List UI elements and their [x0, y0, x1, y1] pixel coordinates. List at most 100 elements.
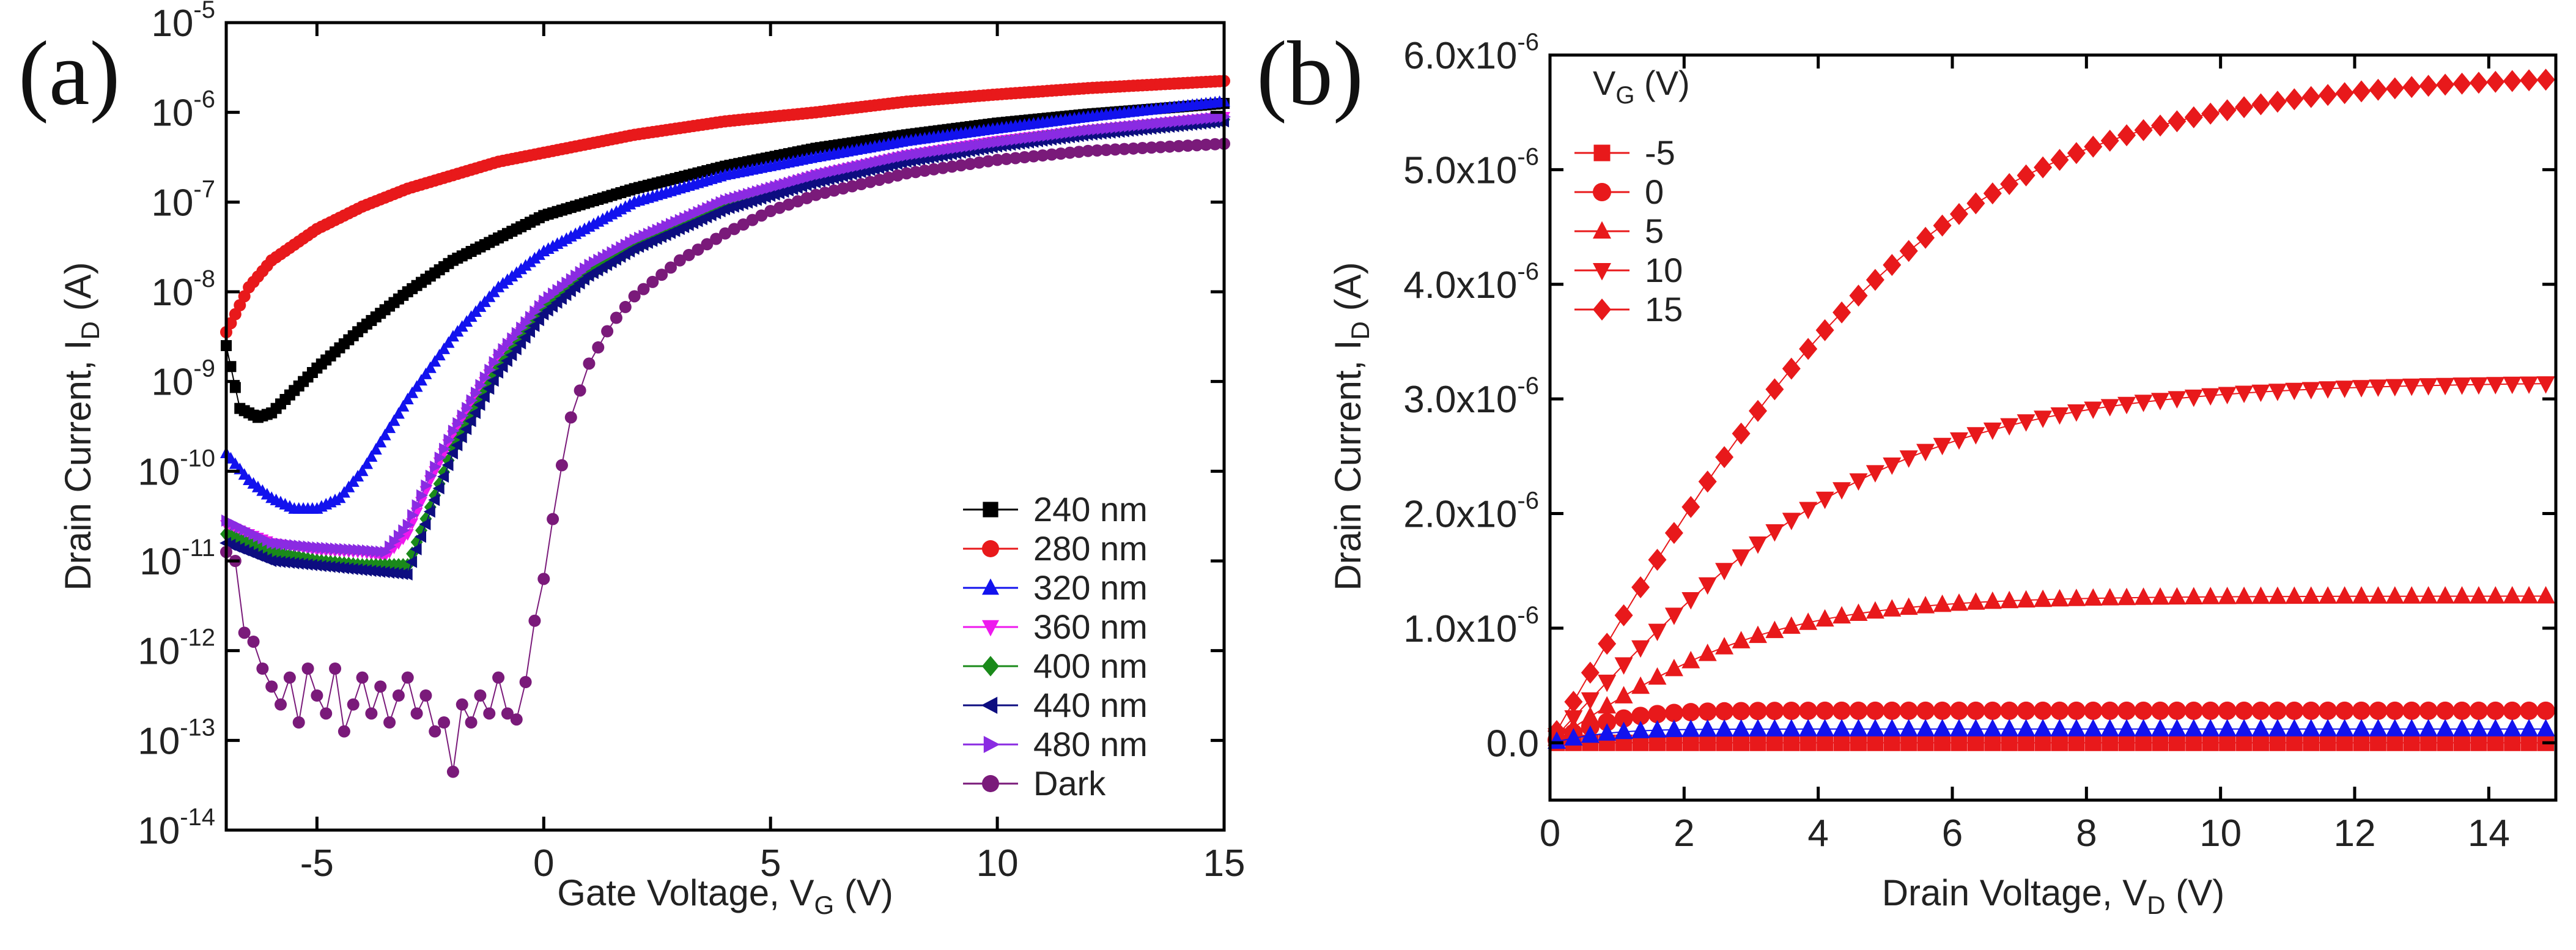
panel-b-chart: 0 2 4 6 8 10 12 14 0.0 1.0x10-6 2.0x10-6 3.0x10-6 4.… [1327, 29, 2558, 919]
panel-b-data-point [2301, 382, 2320, 399]
panel-a-data-point [474, 689, 487, 702]
panel-b-data-point [1715, 719, 1734, 737]
panel-a-data-point [928, 163, 940, 176]
panel-a-data-point [448, 425, 460, 437]
panel-b-data-point [1598, 674, 1617, 692]
panel-b-y-tick-label: 1.0x10-6 [1403, 602, 1539, 650]
panel-b-x-tick-label: 10 [2199, 812, 2242, 855]
panel-a-data-point [564, 411, 577, 424]
panel-a-x-tick-label: 15 [1203, 842, 1246, 885]
panel-b-data-point [1917, 734, 1934, 751]
panel-a-data-point [423, 505, 435, 518]
panel-a-data-point [356, 671, 369, 684]
panel-a-data-point [247, 636, 260, 648]
panel-b-data-point [1765, 378, 1784, 401]
panel-b-data-point [2000, 173, 2019, 195]
panel-a-data-marks [220, 75, 1231, 778]
panel-a-data-point [487, 374, 499, 387]
panel-b-label: (b) [1257, 23, 1364, 124]
panel-a-data-point [1145, 141, 1158, 154]
panel-b-data-point [1933, 594, 1952, 612]
panel-b-data-point [2034, 734, 2051, 751]
panel-b-data-point [2469, 719, 2488, 737]
panel-a-data-point [1209, 138, 1222, 150]
panel-b-data-point [1832, 606, 1851, 624]
panel-b-data-point [2218, 387, 2237, 404]
panel-b-data-point [1849, 701, 1868, 720]
panel-b-data-point [1933, 214, 1952, 237]
panel-b-x-tick-label: 8 [2076, 812, 2097, 855]
panel-b-data-point [1967, 734, 1984, 751]
panel-b-data-point [2504, 734, 2521, 751]
panel-b-data-point [2486, 70, 2505, 93]
panel-b-data-point [1832, 301, 1851, 324]
panel-b-data-point [1598, 713, 1617, 732]
panel-b-data-point [1815, 609, 1834, 627]
panel-b-data-point [2235, 701, 2254, 720]
panel-b-data-point [2419, 75, 2438, 97]
panel-b-data-point [1899, 701, 1918, 720]
panel-a-plot-frame [224, 21, 1226, 832]
panel-b-data-point [2301, 586, 2320, 604]
panel-a-legend-marker [982, 540, 999, 557]
panel-a-data-point [369, 443, 382, 455]
panel-b-data-point [1681, 592, 1700, 610]
panel-a-data-point [519, 331, 531, 344]
panel-b-data-point [2469, 72, 2488, 94]
panel-b-data-point [2067, 719, 2086, 737]
panel-a-data-point [475, 379, 487, 392]
panel-b-data-point [2034, 719, 2053, 737]
panel-a-data-point [457, 409, 469, 422]
panel-b-data-point [1648, 720, 1667, 738]
panel-a-data-point [478, 390, 490, 403]
panel-b-data-point [1849, 284, 1868, 307]
panel-a-data-point [292, 716, 305, 729]
panel-b-data-point [2385, 586, 2404, 604]
panel-a-data-point [402, 519, 415, 532]
panel-b-data-point [2000, 418, 2019, 436]
panel-b-data-point [2100, 399, 2119, 417]
panel-b-data-point [2436, 377, 2455, 396]
panel-b-data-point [2102, 734, 2119, 751]
panel-a-data-point [991, 154, 1004, 166]
panel-b-data-point [2503, 701, 2522, 720]
panel-a-data-point [464, 415, 476, 428]
panel-b-data-point [2168, 110, 2187, 133]
panel-b-data-point [2285, 586, 2304, 604]
panel-b-data-point [1899, 719, 1918, 737]
panel-a-data-point [1027, 150, 1040, 163]
panel-b-data-point [2150, 701, 2169, 720]
panel-b-data-point [2402, 719, 2421, 737]
panel-b-data-point [2469, 701, 2488, 720]
panel-b-data-point [2453, 734, 2470, 751]
panel-a-data-point [528, 614, 541, 627]
panel-b-data-point [1765, 620, 1784, 639]
panel-b-data-point [1815, 701, 1834, 720]
panel-b-data-point [2050, 701, 2069, 720]
panel-b-x-tick-label: 2 [1674, 812, 1694, 855]
panel-a-data-point [1063, 146, 1076, 159]
panel-b-data-point [2201, 102, 2220, 125]
panel-a-data-point [424, 361, 437, 373]
panel-a-data-point [388, 414, 400, 426]
panel-b-data-point [2402, 701, 2421, 720]
panel-a-data-point [410, 707, 423, 720]
panel-b-data-point [2536, 719, 2555, 737]
panel-a-x-tick-label: 10 [976, 842, 1019, 885]
panel-a-data-point [428, 494, 440, 507]
panel-b-data-point [2469, 377, 2488, 395]
panel-b-data-point [2235, 719, 2254, 737]
panel-a-legend-marker [983, 502, 998, 518]
panel-b-data-point [1832, 482, 1851, 500]
panel-b-data-point [1681, 651, 1700, 669]
panel-b-data-point [2385, 379, 2404, 397]
panel-a-data-point [406, 386, 419, 398]
panel-a-data-point [432, 482, 445, 495]
panel-b-data-point [2017, 590, 2035, 608]
panel-a-data-point [1036, 149, 1049, 162]
panel-a-series-480-nm [221, 111, 1231, 558]
panel-b-data-point [2301, 86, 2320, 108]
panel-b-data-point [2503, 586, 2522, 604]
panel-a-data-point [918, 165, 931, 177]
panel-a-data-point [415, 530, 426, 543]
